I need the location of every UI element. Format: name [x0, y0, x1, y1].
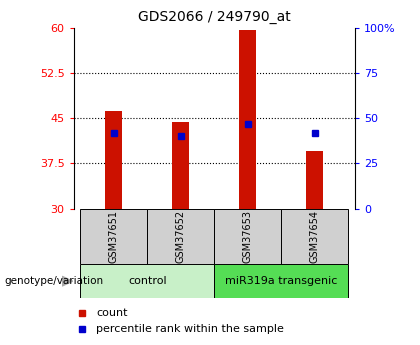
Text: GSM37651: GSM37651 — [109, 210, 119, 263]
Bar — [80, 264, 214, 298]
Text: GSM37654: GSM37654 — [310, 210, 320, 263]
Bar — [172, 122, 189, 209]
Text: GSM37652: GSM37652 — [176, 210, 186, 263]
Bar — [281, 209, 348, 264]
Text: genotype/variation: genotype/variation — [4, 276, 103, 286]
Bar — [214, 209, 281, 264]
Bar — [306, 151, 323, 209]
Polygon shape — [62, 276, 73, 286]
Bar — [105, 111, 122, 209]
Text: miR319a transgenic: miR319a transgenic — [225, 276, 337, 286]
Bar — [239, 30, 256, 209]
Text: percentile rank within the sample: percentile rank within the sample — [96, 325, 284, 334]
Bar — [147, 209, 214, 264]
Text: control: control — [128, 276, 166, 286]
Text: GSM37653: GSM37653 — [243, 210, 253, 263]
Text: count: count — [96, 308, 128, 318]
Bar — [214, 264, 348, 298]
Title: GDS2066 / 249790_at: GDS2066 / 249790_at — [138, 10, 291, 24]
Bar — [80, 209, 147, 264]
